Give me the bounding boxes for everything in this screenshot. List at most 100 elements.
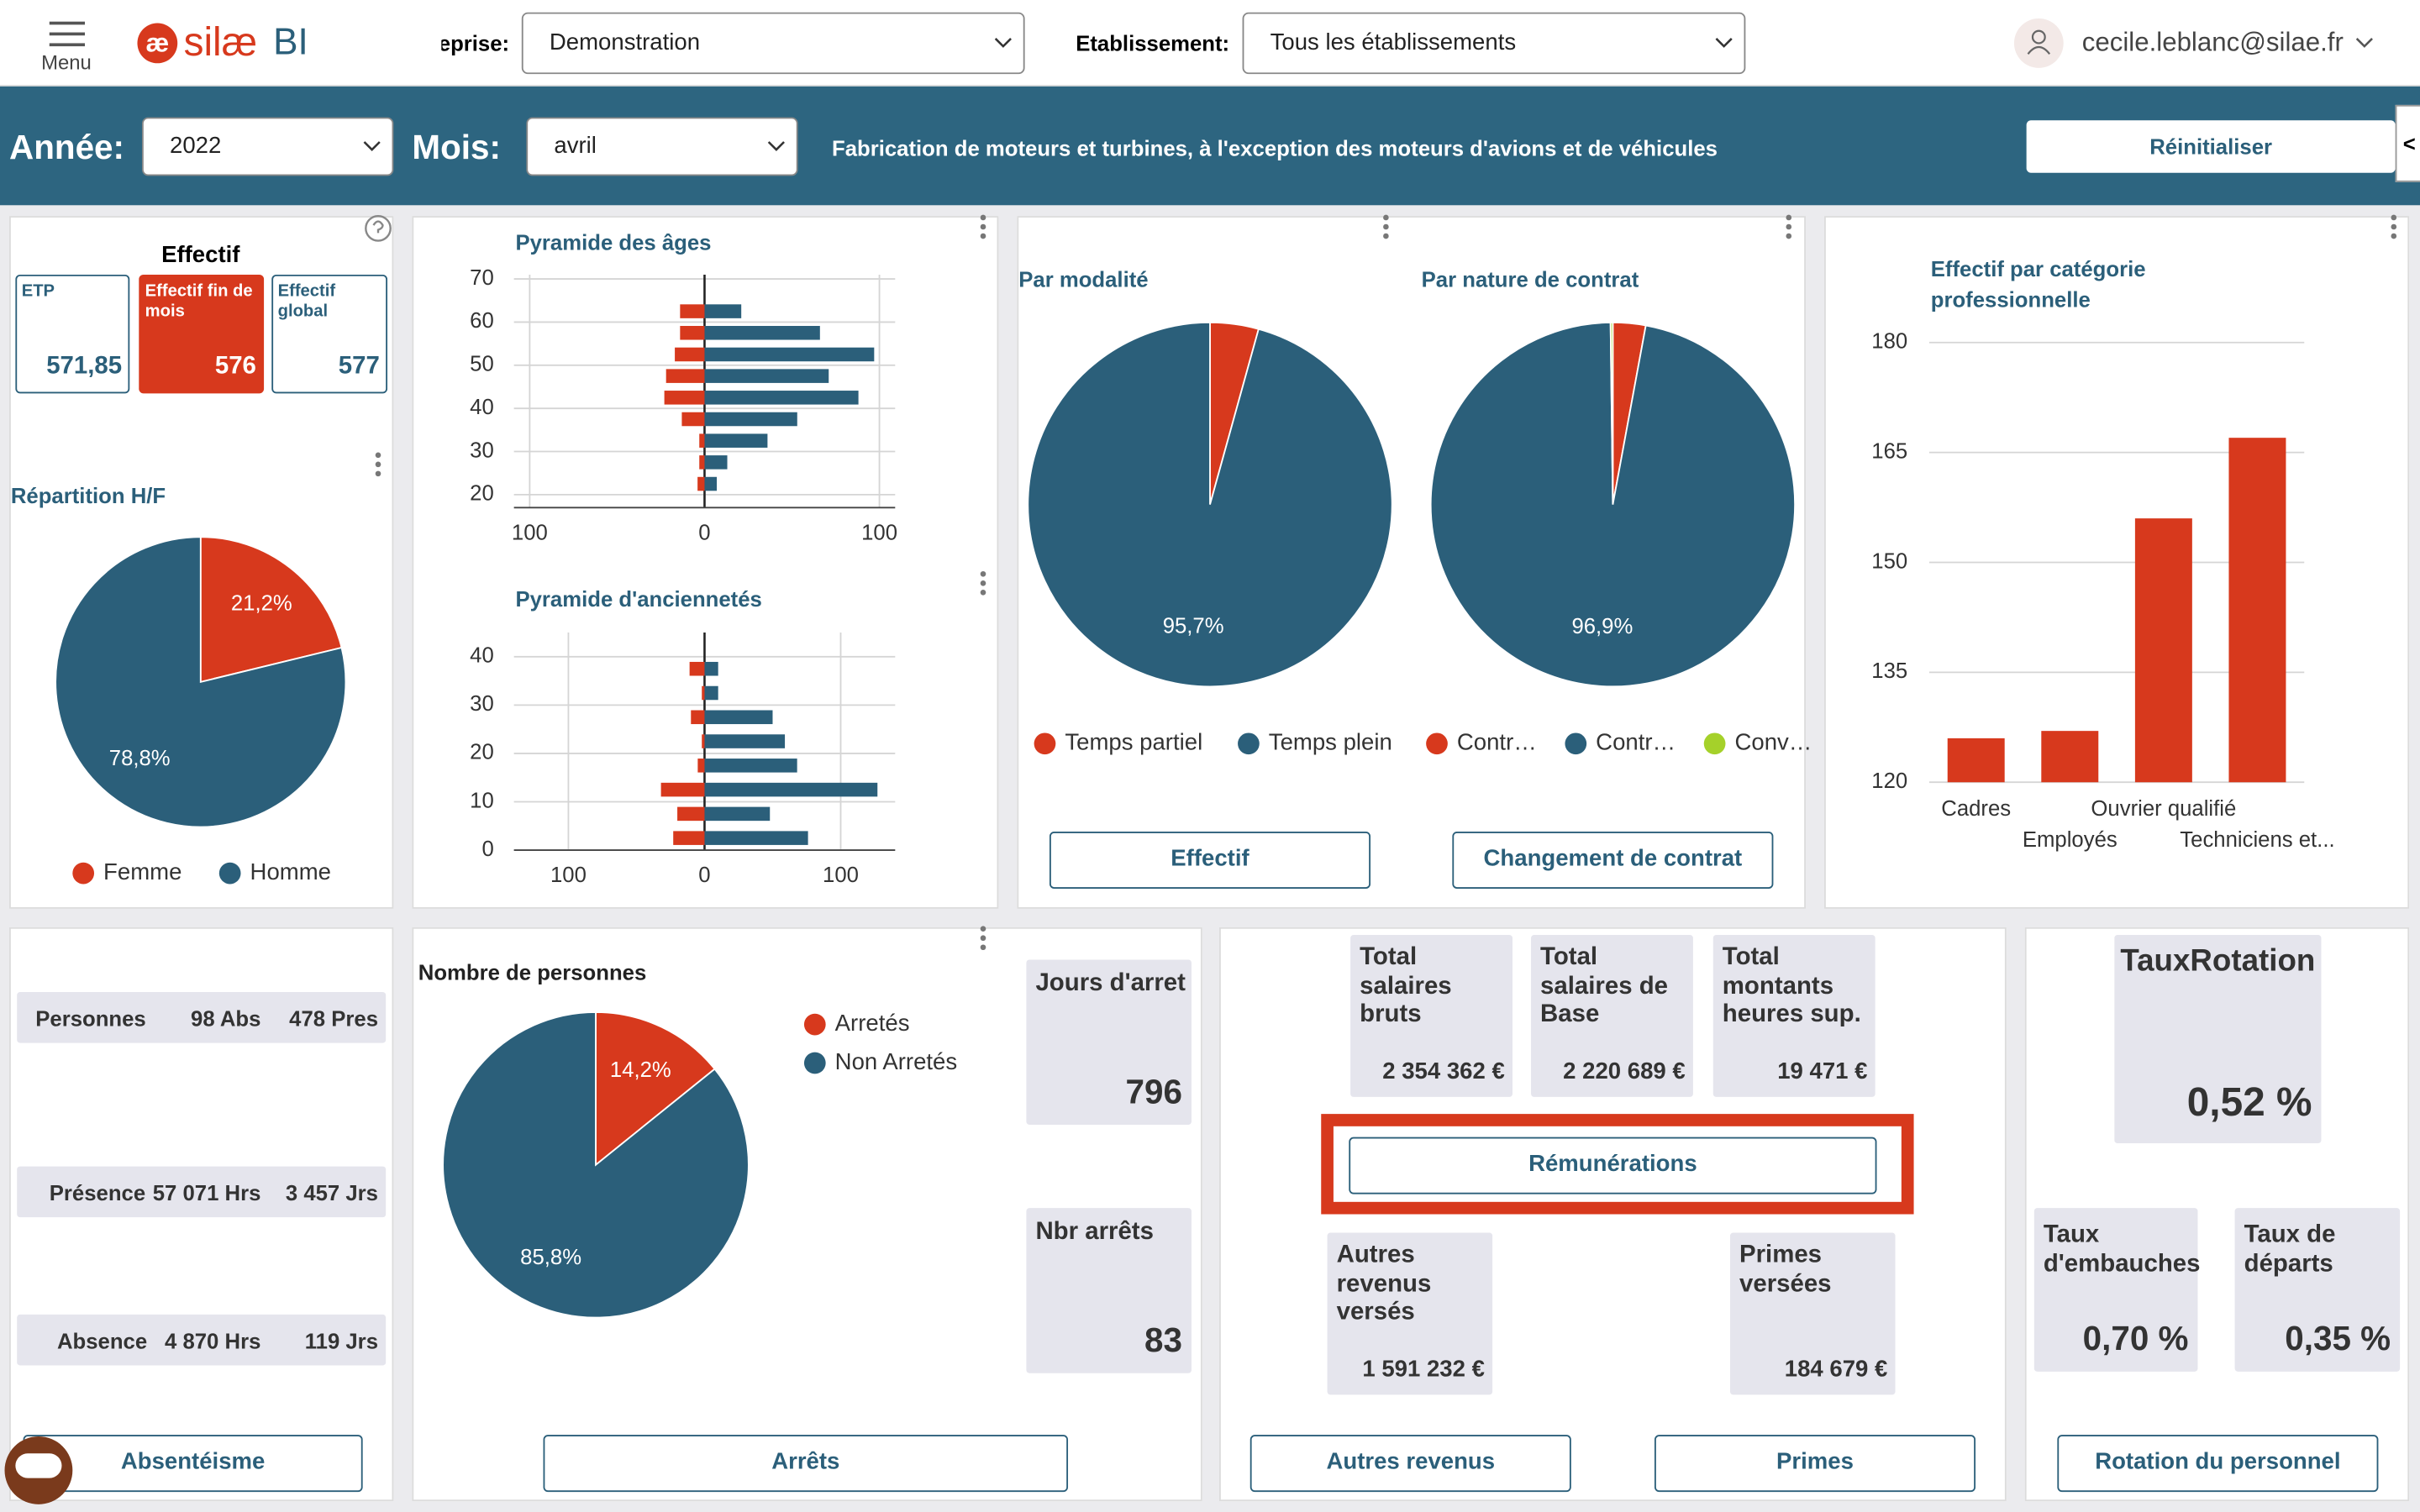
kpi-label: Total salaires de Base (1540, 944, 1669, 1028)
chart-title: Pyramide d'anciennetés (515, 585, 762, 612)
kpi-label: ETP (21, 282, 55, 302)
select[interactable]: avril (526, 117, 798, 176)
establishment-label: Etablissement: (1076, 30, 1230, 56)
chart-title: Nombre de personnes (418, 959, 647, 984)
panel (412, 216, 999, 909)
legend-label: Conv… (1734, 729, 1812, 757)
menu-label: Menu (41, 50, 92, 75)
activity: Fabrication de moteurs et turbines, à l'… (832, 135, 1718, 161)
logo-bi: BI (273, 21, 308, 64)
legend-label: Non Arretés (834, 1048, 958, 1076)
kpi-label: TauxRotation (2120, 944, 2316, 979)
legend-label: Contr… (1456, 729, 1537, 757)
kpi-label: Taux d'embauches (2043, 1221, 2201, 1278)
kpi-label: Primes versées (1739, 1242, 1832, 1297)
row-label: Personnes (35, 1005, 146, 1031)
logo: silæ (183, 18, 258, 66)
kpi-card (271, 274, 388, 394)
kpi-value: 19 471 € (1777, 1058, 1868, 1085)
kpi-card (1026, 1208, 1192, 1373)
kpi-value: 83 (1144, 1320, 1182, 1360)
row-card (17, 992, 387, 1043)
select[interactable]: Demonstration (521, 12, 1025, 75)
chart-title: Par nature de contrat (1421, 266, 1639, 292)
select[interactable]: 2022 (141, 117, 394, 176)
button[interactable]: Rémunérations (1349, 1137, 1877, 1194)
chart-title: Pyramide des âges (515, 229, 712, 255)
kpi-card (2114, 935, 2322, 1144)
kpi-label: Total salaires bruts (1360, 944, 1452, 1028)
kpi-value: 0,35 % (2285, 1319, 2391, 1358)
kpi-value: 0,52 % (2186, 1078, 2312, 1125)
kpi-value: 0,70 % (2082, 1319, 2189, 1358)
button[interactable]: Rotation du personnel (2057, 1435, 2379, 1493)
select[interactable]: Tous les établissements (1242, 12, 1746, 75)
kpi-label: Nbr arrêts (1035, 1219, 1154, 1246)
chart-title: Effectif par catégorie professionnelle (1930, 255, 2146, 312)
kpi-value: 577 (338, 353, 380, 380)
kpi-label: Autres revenus versés (1336, 1242, 1432, 1326)
legend-label: Temps partiel (1065, 729, 1203, 757)
kpi-label: Taux de départs (2244, 1221, 2336, 1278)
kpi-label: Jours d'arret (1035, 970, 1186, 997)
year-label: Année: (9, 128, 124, 167)
legend-label: Arretés (834, 1011, 910, 1037)
row-label: Absence (56, 1328, 148, 1353)
kpi-label: Effectif fin de mois (145, 282, 253, 322)
menu-icon (49, 43, 86, 47)
kpi-value: 571,85 (46, 353, 123, 380)
kpi-card (15, 274, 130, 394)
kpi-value: 184 679 € (1784, 1356, 1888, 1383)
kpi-card (1712, 935, 1876, 1097)
kpi-value: 576 (214, 353, 256, 380)
kpi-card (1026, 959, 1192, 1125)
chart-title: Répartition H/F (10, 482, 166, 508)
kpi-value: 2 354 362 € (1382, 1058, 1505, 1085)
row-value: 98 Abs (191, 1005, 261, 1031)
kpi-card (139, 274, 265, 394)
kpi-card (1327, 1232, 1493, 1395)
row-value: 57 071 Hrs (152, 1180, 261, 1205)
highlight (1321, 1114, 1914, 1215)
legend-label: Homme (250, 859, 332, 886)
kpi-card (1350, 935, 1513, 1097)
row-value: 478 Pres (289, 1005, 379, 1031)
button[interactable]: Arrêts (543, 1435, 1069, 1493)
button[interactable]: Autres revenus (1249, 1435, 1571, 1493)
row-label: Présence (49, 1180, 146, 1205)
button[interactable]: Primes (1654, 1435, 1976, 1493)
chart-title: Par modalité (1018, 266, 1149, 292)
month-label: Mois: (412, 128, 501, 167)
button[interactable]: Changement de contrat (1452, 832, 1774, 889)
user-email: cecile.leblanc@silae.fr (2081, 28, 2344, 57)
legend-label: Temps plein (1268, 729, 1392, 757)
row-value: 119 Jrs (304, 1328, 379, 1353)
reset-button[interactable]: Réinitialiser (2026, 120, 2396, 173)
button[interactable]: Effectif (1049, 832, 1371, 889)
row-card (17, 1314, 387, 1366)
menu-icon (49, 21, 86, 25)
kpi-value: 796 (1125, 1072, 1182, 1111)
effectif-title: Effectif (161, 242, 240, 269)
kpi-card (1531, 935, 1693, 1097)
collapse-tab[interactable]: < (2395, 104, 2420, 182)
row-value: 3 457 Jrs (285, 1180, 379, 1205)
filter-bar (0, 86, 2420, 206)
enterprise-label: Entreprise: (441, 30, 510, 56)
row-value: 4 870 Hrs (165, 1328, 261, 1353)
button[interactable]: Absentéisme (23, 1435, 363, 1493)
kpi-label: Effectif global (277, 282, 336, 322)
kpi-value: 1 591 232 € (1362, 1356, 1485, 1383)
kpi-label: Total montants heures sup. (1722, 944, 1861, 1028)
label-clip: Entreprise: (441, 26, 509, 60)
kpi-card (2033, 1208, 2198, 1372)
kpi-card (2234, 1208, 2401, 1372)
kpi-value: 2 220 689 € (1563, 1058, 1686, 1085)
row-card (17, 1166, 387, 1218)
kpi-card (1729, 1232, 1896, 1395)
panel (1017, 216, 1806, 909)
legend-label: Femme (103, 859, 182, 886)
menu-icon (49, 32, 86, 36)
legend-label: Contr… (1596, 729, 1676, 757)
